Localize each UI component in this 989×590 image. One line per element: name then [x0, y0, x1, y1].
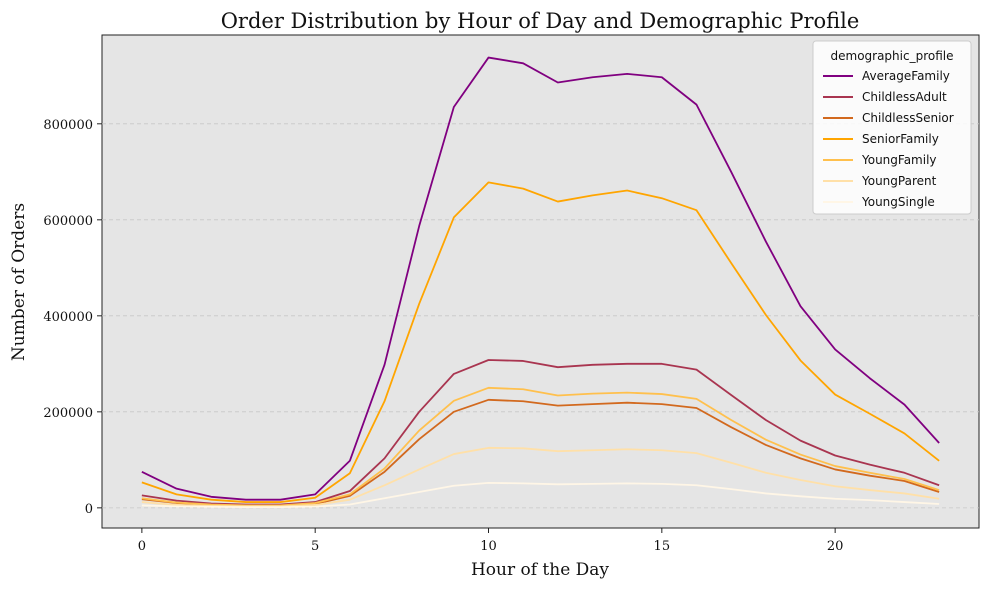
- y-tick-label: 800000: [43, 118, 93, 133]
- y-axis-label: Number of Orders: [9, 203, 29, 361]
- legend-entry-label: YoungFamily: [861, 153, 937, 167]
- series-line-youngsingle: [141, 481, 940, 509]
- chart-title: Order Distribution by Hour of Day and De…: [221, 9, 860, 33]
- x-tick-label: 5: [311, 539, 319, 554]
- x-tick-label: 0: [138, 539, 146, 554]
- legend-entry-label: AverageFamily: [862, 69, 950, 83]
- legend: demographic_profile AverageFamily Childle…: [812, 40, 972, 215]
- axis-ticks: 0 200000 400000 600000 800000 0 5 10 15 20: [43, 118, 843, 554]
- legend-entry-label: SeniorFamily: [862, 132, 939, 146]
- legend-entry-label: YoungParent: [861, 174, 937, 188]
- y-tick-label: 0: [85, 502, 93, 517]
- x-tick-label: 10: [480, 539, 497, 554]
- legend-entry-label: YoungSingle: [861, 195, 935, 209]
- series-line-averagefamily: [141, 56, 940, 501]
- legend-box: [812, 40, 972, 215]
- series-lines: [141, 56, 940, 509]
- legend-title: demographic_profile: [831, 49, 954, 63]
- y-tick-label: 600000: [43, 214, 93, 229]
- legend-entry-label: ChildlessSenior: [862, 111, 954, 125]
- y-tick-label: 400000: [43, 310, 93, 325]
- x-axis-label: Hour of the Day: [471, 560, 609, 580]
- legend-entry-label: ChildlessAdult: [862, 90, 947, 104]
- series-line-youngfamily: [141, 386, 940, 507]
- x-tick-label: 20: [827, 539, 844, 554]
- x-tick-label: 15: [654, 539, 671, 554]
- y-tick-label: 200000: [43, 406, 93, 421]
- series-line-seniorfamily: [141, 181, 940, 503]
- series-line-childlessadult: [141, 359, 940, 506]
